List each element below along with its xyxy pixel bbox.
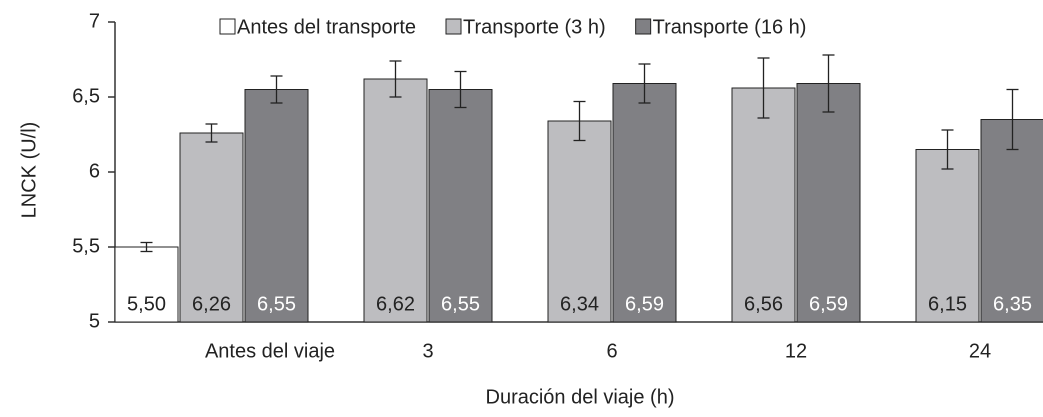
bar [612, 83, 677, 323]
bar [363, 78, 428, 323]
bar [428, 89, 493, 323]
y-tick-label: 5 [89, 310, 100, 332]
value-label: 6,35 [993, 293, 1032, 315]
y-tick-label: 7 [89, 10, 100, 32]
x-axis-label: Duración del viaje (h) [486, 386, 675, 408]
value-label: 6,55 [257, 293, 296, 315]
x-tick-label: 12 [785, 340, 807, 362]
bar [244, 89, 309, 323]
legend-label: Antes del transporte [237, 16, 416, 38]
legend-swatch [445, 18, 462, 35]
bar [980, 119, 1043, 323]
value-label: 6,56 [744, 293, 783, 315]
value-label: 6,59 [809, 293, 848, 315]
bar [179, 132, 244, 323]
bar [915, 149, 980, 323]
value-label: 6,62 [376, 293, 415, 315]
value-label: 5,50 [127, 293, 166, 315]
value-label: 6,59 [625, 293, 664, 315]
value-label: 6,26 [192, 293, 231, 315]
y-tick-label: 6,5 [72, 85, 100, 107]
value-label: 6,55 [441, 293, 480, 315]
legend-swatch [219, 18, 236, 35]
legend-label: Transporte (3 h) [463, 16, 606, 38]
y-axis-label: LNCK (U/l) [18, 122, 40, 219]
bar [731, 87, 796, 323]
y-tick-label: 6 [89, 160, 100, 182]
bar [114, 246, 179, 323]
x-tick-label: 24 [969, 340, 991, 362]
x-tick-label: 6 [606, 340, 617, 362]
legend-swatch [635, 18, 652, 35]
legend-label: Transporte (16 h) [653, 16, 807, 38]
x-tick-label: Antes del viaje [205, 340, 335, 362]
bar [547, 120, 612, 323]
x-tick-label: 3 [422, 340, 433, 362]
value-label: 6,15 [928, 293, 967, 315]
value-label: 6,34 [560, 293, 599, 315]
bar [796, 83, 861, 323]
y-tick-label: 5,5 [72, 235, 100, 257]
